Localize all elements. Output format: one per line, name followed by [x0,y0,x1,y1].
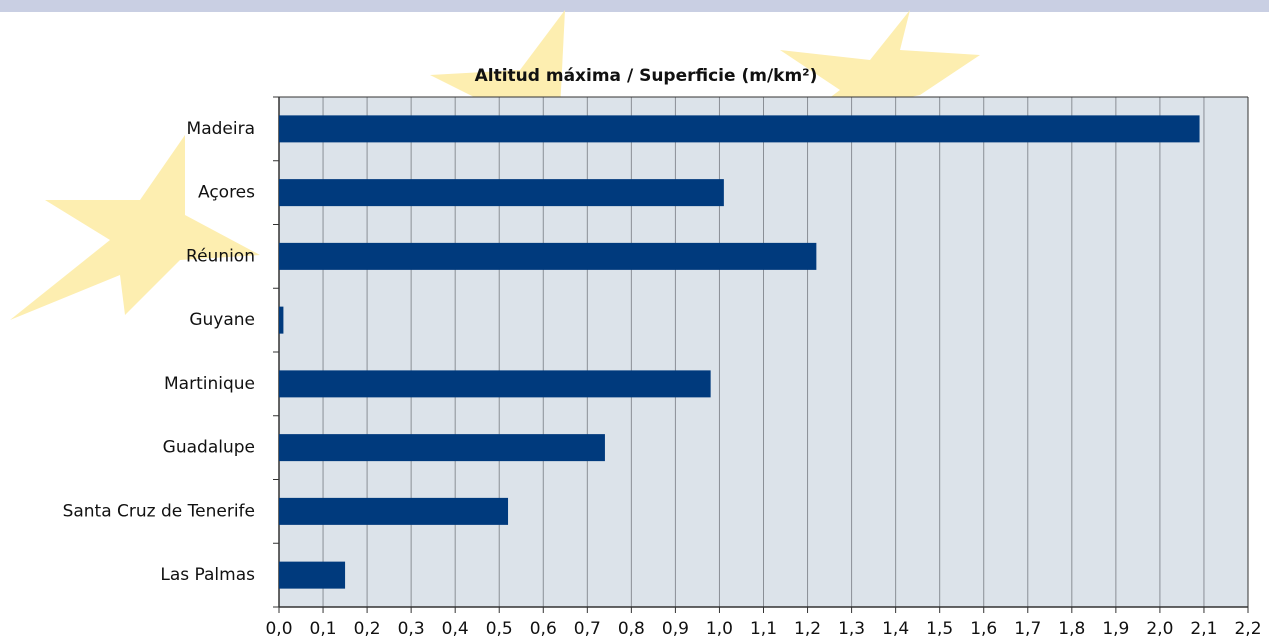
x-tick-label: 0,6 [530,619,557,639]
x-tick-label: 0,7 [574,619,601,639]
x-tick-label: 0,8 [618,619,645,639]
x-tick-label: 0,9 [662,619,689,639]
bar [279,497,509,525]
bar [279,561,346,589]
y-tick-label: Guadalupe [163,438,255,458]
x-tick-label: 1,0 [706,619,733,639]
star-decoration [780,10,980,120]
star-decoration [10,135,260,320]
bar [279,370,711,398]
x-tick-label: 2,0 [1146,619,1173,639]
y-tick-label: Martinique [164,374,255,394]
x-tick-label: 1,2 [794,619,821,639]
bar [279,242,817,270]
x-tick-label: 0,4 [442,619,469,639]
bar [279,115,1200,143]
x-tick-label: 0,1 [310,619,337,639]
bar [279,179,724,207]
x-tick-label: 0,3 [398,619,425,639]
x-tick-label: 2,2 [1234,619,1261,639]
x-tick-label: 1,5 [926,619,953,639]
x-tick-label: 2,1 [1190,619,1217,639]
bar [279,306,284,334]
x-tick-label: 1,3 [838,619,865,639]
y-tick-label: Guyane [189,310,255,330]
x-tick-label: 1,6 [970,619,997,639]
x-tick-label: 1,7 [1014,619,1041,639]
bar [279,434,605,462]
x-tick-label: 1,8 [1058,619,1085,639]
x-tick-label: 0,0 [265,619,292,639]
chart-title: Altitud máxima / Superficie (m/km²) [475,66,818,86]
y-tick-label: Réunion [186,246,255,266]
x-tick-label: 1,1 [750,619,777,639]
y-tick-label: Açores [198,183,255,203]
y-tick-label: Madeira [187,119,255,139]
top-band [0,0,1269,12]
x-tick-label: 0,5 [486,619,513,639]
x-tick-label: 0,2 [354,619,381,639]
x-tick-label: 1,4 [882,619,909,639]
y-tick-label: Santa Cruz de Tenerife [63,501,255,521]
star-decoration [430,10,565,170]
x-tick-label: 1,9 [1102,619,1129,639]
y-tick-label: Las Palmas [160,565,255,585]
